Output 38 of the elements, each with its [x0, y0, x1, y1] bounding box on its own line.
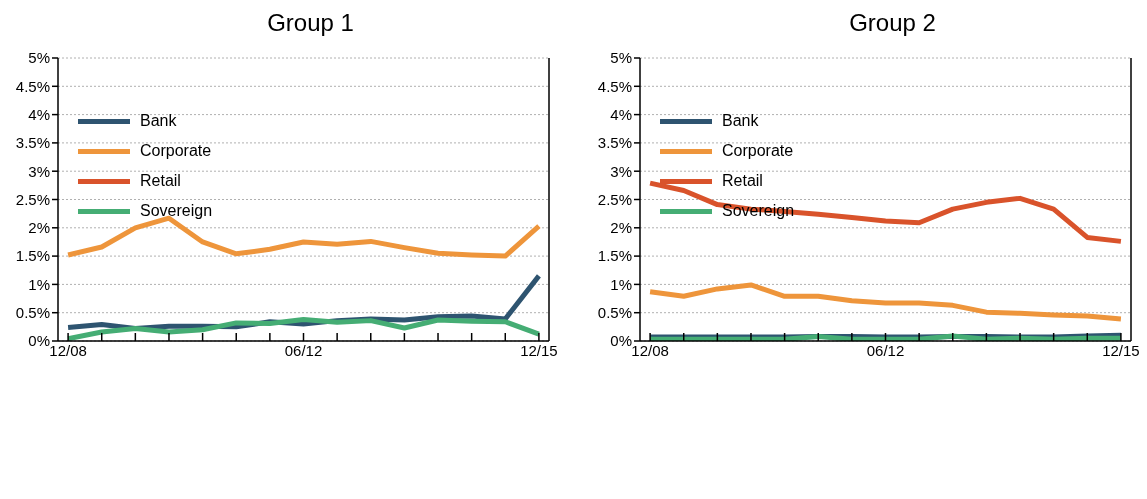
y-tick-label: 2%	[610, 219, 632, 237]
y-tick-label: 3.5%	[15, 134, 50, 152]
legend-label: Retail	[722, 172, 763, 190]
x-tick-label: 06/12	[866, 341, 905, 359]
x-tick-label: 12/08	[631, 341, 669, 359]
y-tick-label: 5%	[28, 49, 50, 67]
y-tick-label: 4.5%	[597, 77, 632, 95]
y-tick-label: 1.5%	[15, 247, 50, 265]
y-tick-label: 2.5%	[15, 190, 50, 208]
legend-label: Sovereign	[140, 202, 213, 220]
y-tick-label: 3%	[28, 162, 50, 180]
chart-title: Group 2	[848, 8, 937, 38]
y-tick-label: 1.5%	[597, 247, 632, 265]
legend-label: Retail	[140, 172, 181, 190]
y-tick-label: 1%	[28, 275, 50, 293]
legend-label: Sovereign	[722, 202, 795, 220]
x-tick-label: 12/08	[49, 341, 87, 359]
y-tick-label: 5%	[610, 49, 632, 67]
y-tick-label: 2.5%	[597, 190, 632, 208]
chart-title: Group 1	[266, 8, 355, 38]
y-tick-label: 3.5%	[597, 134, 632, 152]
y-tick-label: 4%	[28, 105, 50, 123]
y-tick-label: 4.5%	[15, 77, 50, 95]
y-tick-label: 1%	[610, 275, 632, 293]
x-tick-label: 12/15	[1102, 341, 1140, 359]
legend-label: Corporate	[722, 142, 794, 160]
legend-label: Bank	[722, 112, 759, 130]
legend-label: Bank	[140, 112, 177, 130]
x-tick-label: 06/12	[284, 341, 323, 359]
y-tick-label: 0%	[28, 332, 50, 350]
y-tick-label: 3%	[610, 162, 632, 180]
y-tick-label: 0%	[610, 332, 632, 350]
y-tick-label: 2%	[28, 219, 50, 237]
x-tick-label: 12/15	[520, 341, 558, 359]
y-tick-label: 0.5%	[597, 304, 632, 322]
legend-label: Corporate	[140, 142, 212, 160]
y-tick-label: 4%	[610, 105, 632, 123]
y-tick-label: 0.5%	[15, 304, 50, 322]
